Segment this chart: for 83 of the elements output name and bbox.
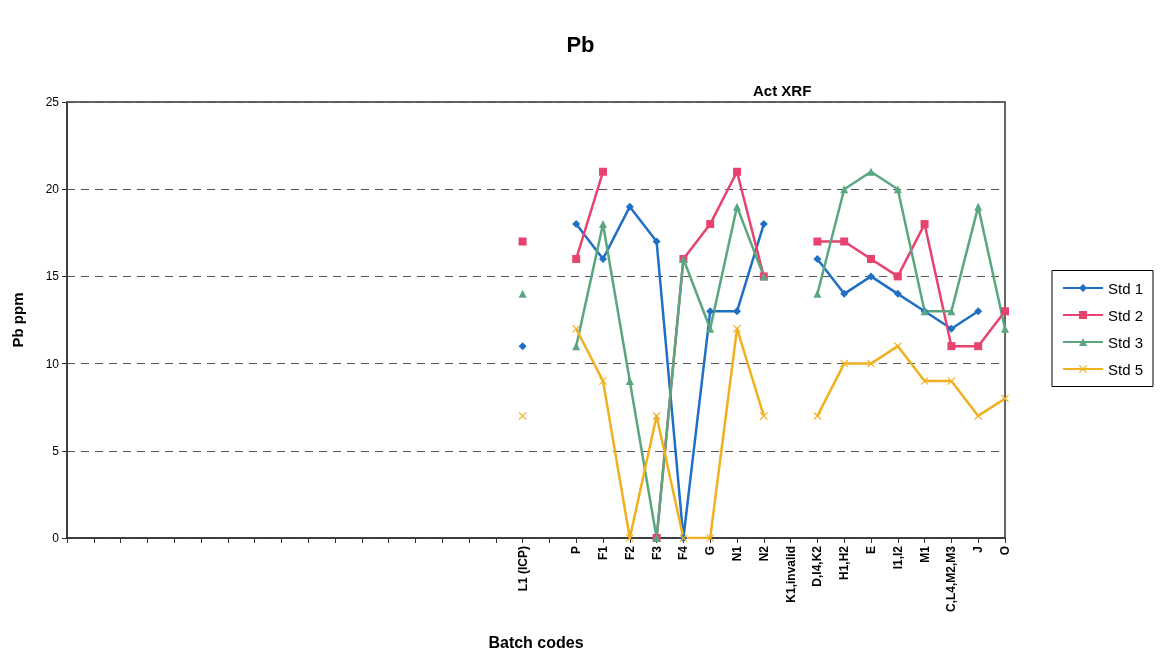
point [733,307,741,316]
x-tick-label: P [569,546,584,555]
point [947,307,956,316]
point [920,377,929,386]
point [813,289,822,298]
point [1001,324,1009,333]
y-tick-label: 20 [45,182,60,197]
point [974,411,983,420]
point [572,254,581,263]
point [759,220,768,229]
point [867,254,875,263]
x-tick-label: J [971,546,986,553]
point [867,359,875,368]
point [974,307,983,316]
point [759,411,768,420]
point [893,289,902,298]
x-tick-label: C,L4,M2,M3 [944,545,959,613]
y-tick-label: 5 [52,443,60,458]
point [893,342,902,351]
y-tick-label: 15 [45,269,60,284]
point [572,220,581,229]
y-tick-label: 10 [45,356,60,371]
legend-label: Std 2 [1107,306,1144,324]
point [599,220,607,229]
x-tick-label: F2 [622,545,637,561]
x-tick-label: E [864,546,878,555]
point [599,167,607,176]
legend-label: Std 1 [1107,279,1144,297]
point [947,324,956,333]
point [733,324,741,333]
point [733,167,741,176]
point [840,237,849,246]
point [893,272,902,281]
point [974,202,983,211]
point [706,307,715,316]
x-tick-label: N2 [756,545,771,562]
point [652,237,661,246]
point [947,377,956,386]
legend-label: Std 3 [1107,333,1144,351]
x-tick-label: D,I4,K2 [810,545,825,587]
point [652,411,661,420]
point [947,342,956,351]
point [599,254,607,263]
point [1001,307,1009,316]
legend-label: Std 5 [1107,360,1144,378]
y-tick-label: 25 [45,95,60,109]
point [920,220,929,229]
point [867,272,875,281]
point [974,342,983,351]
chart-subtitle: Act XRF [753,82,812,99]
point [518,237,527,246]
x-tick-label: N1 [730,545,744,562]
point [867,167,875,176]
x-tick-label: H1,H2 [837,545,852,581]
point [813,254,822,263]
x-tick-label: F4 [676,545,691,561]
chart-title: Pb [566,31,595,57]
x-tick-label: G [703,546,718,556]
point [706,220,715,229]
point [840,359,849,368]
point [1001,394,1009,403]
point [518,342,527,351]
point [625,534,634,542]
point [813,237,822,246]
point [840,289,849,298]
point [625,377,634,386]
point [733,202,741,211]
point [625,202,634,211]
x-tick-label: O [998,546,1012,556]
y-tick-label: 0 [52,531,60,545]
x-axis-title: Batch codes [488,633,584,651]
point [706,534,715,542]
point [813,411,822,420]
x-tick-label: F3 [649,545,664,561]
x-tick-label: F1 [596,545,610,561]
x-tick-label: I1,I2 [890,545,905,570]
x-tick-label: M1 [917,545,932,563]
point [518,289,527,298]
x-tick-label: K1,invalid [783,546,798,603]
x-tick-label: L1 (ICP) [515,546,530,592]
point [518,411,527,420]
point [572,324,581,333]
y-axis-title: Pb ppm [9,292,26,348]
